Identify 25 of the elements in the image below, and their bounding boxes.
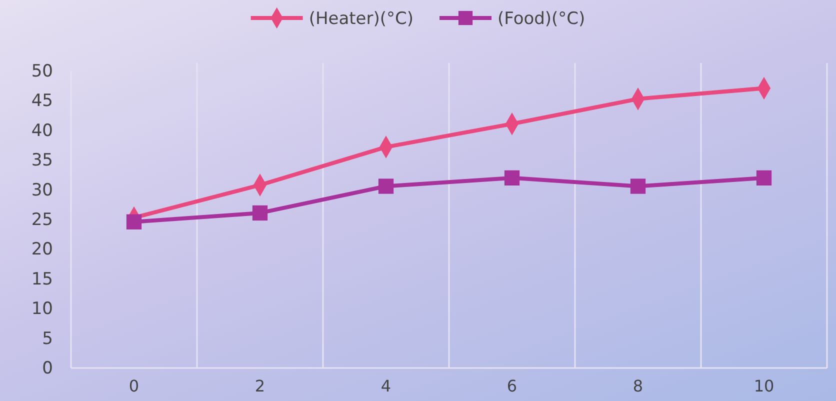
y-tick-label: 25	[31, 210, 53, 230]
point	[504, 170, 520, 186]
y-tick-label: 0	[42, 358, 53, 378]
y-tick-label: 15	[31, 269, 53, 290]
x-tick-label: 6	[506, 376, 518, 396]
point	[630, 178, 646, 194]
y-tick-label: 5	[42, 328, 53, 349]
point	[756, 170, 772, 186]
x-tick-label: 10	[754, 376, 774, 396]
y-tick-label: 45	[31, 91, 53, 112]
x-tick-label: 8	[632, 376, 644, 396]
y-tick-label: 30	[31, 180, 53, 200]
x-tick-label: 0	[128, 376, 140, 396]
point	[126, 214, 142, 230]
y-tick-label: 40	[31, 120, 53, 141]
point	[378, 178, 394, 194]
legend-label: (Food)(°C)	[498, 9, 586, 29]
y-tick-label: 50	[31, 61, 53, 82]
x-tick-label: 4	[380, 376, 392, 396]
y-tick-label: 35	[31, 150, 53, 171]
y-tick-label: 20	[31, 240, 53, 260]
y-tick-label: 10	[31, 299, 53, 320]
legend-label: (Heater)(°C)	[308, 9, 414, 29]
x-tick-label: 2	[254, 376, 266, 396]
point	[252, 205, 268, 221]
